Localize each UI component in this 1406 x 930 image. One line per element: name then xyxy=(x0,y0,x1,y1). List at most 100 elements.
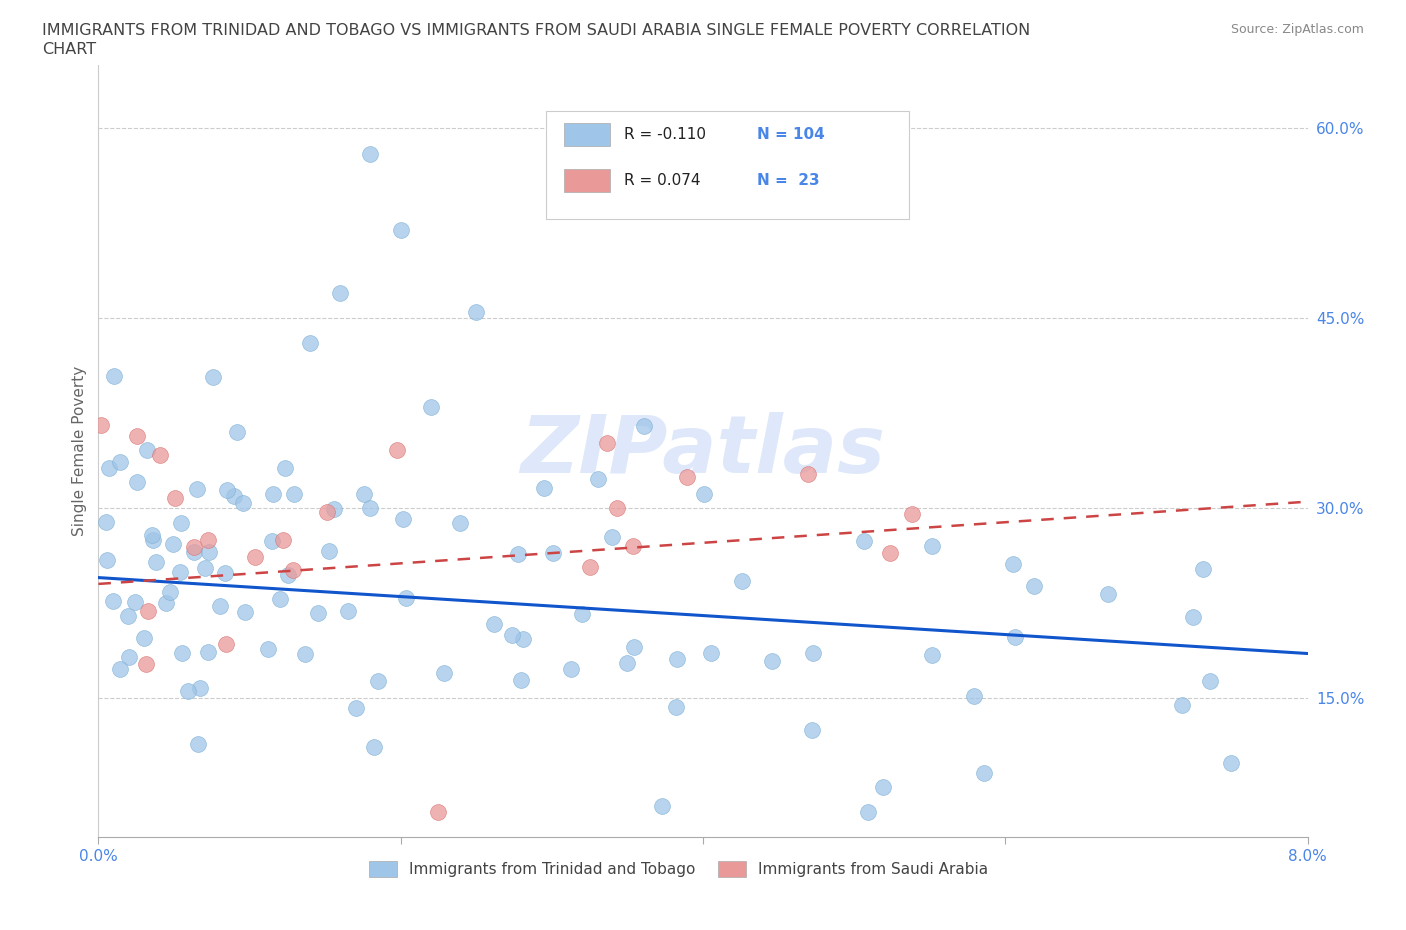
Point xyxy=(141,528,163,543)
Point xyxy=(506,547,529,562)
Text: ZIPatlas: ZIPatlas xyxy=(520,412,886,490)
Point xyxy=(1192,561,1215,576)
Point xyxy=(233,604,256,619)
Point xyxy=(186,737,208,751)
Point xyxy=(186,482,208,497)
Point xyxy=(602,530,624,545)
Point xyxy=(145,555,167,570)
Point xyxy=(98,460,121,475)
Point xyxy=(797,467,820,482)
Point xyxy=(700,645,723,660)
Point xyxy=(852,534,875,549)
Point xyxy=(921,538,943,553)
Point xyxy=(1181,609,1204,624)
Point xyxy=(973,766,995,781)
Point xyxy=(103,368,125,383)
Point xyxy=(1220,755,1243,770)
Point xyxy=(353,486,375,501)
Point xyxy=(103,593,125,608)
Point xyxy=(269,592,291,607)
Point xyxy=(226,424,249,439)
Text: IMMIGRANTS FROM TRINIDAD AND TOBAGO VS IMMIGRANTS FROM SAUDI ARABIA SINGLE FEMAL: IMMIGRANTS FROM TRINIDAD AND TOBAGO VS I… xyxy=(42,23,1031,38)
Y-axis label: Single Female Poverty: Single Female Poverty xyxy=(72,365,87,537)
Point xyxy=(125,474,148,489)
Point xyxy=(177,684,200,698)
Point xyxy=(616,656,638,671)
Text: Source: ZipAtlas.com: Source: ZipAtlas.com xyxy=(1230,23,1364,36)
Point xyxy=(90,418,112,432)
Point xyxy=(96,514,118,529)
Point xyxy=(136,443,159,458)
Point xyxy=(633,418,655,433)
Point xyxy=(118,650,141,665)
Point xyxy=(299,336,322,351)
Point xyxy=(1001,556,1024,571)
Point xyxy=(224,488,246,503)
Point xyxy=(1004,630,1026,644)
Point xyxy=(201,370,224,385)
Point xyxy=(395,591,418,605)
Point xyxy=(579,560,602,575)
Point xyxy=(665,651,688,666)
Point xyxy=(188,681,211,696)
Point xyxy=(277,567,299,582)
Point xyxy=(318,543,340,558)
Point xyxy=(127,429,149,444)
Legend: Immigrants from Trinidad and Tobago, Immigrants from Saudi Arabia: Immigrants from Trinidad and Tobago, Imm… xyxy=(363,856,994,884)
Point xyxy=(571,606,593,621)
Point xyxy=(96,552,118,567)
Point xyxy=(323,501,346,516)
Point xyxy=(363,739,385,754)
Point xyxy=(162,537,184,551)
Point xyxy=(135,657,157,671)
Point xyxy=(606,501,628,516)
Point xyxy=(963,689,986,704)
Point xyxy=(232,496,254,511)
Text: N = 104: N = 104 xyxy=(758,127,825,142)
Point xyxy=(214,636,236,651)
Point xyxy=(693,486,716,501)
Point xyxy=(1097,586,1119,601)
Point xyxy=(307,605,329,620)
Point xyxy=(217,483,239,498)
Point xyxy=(665,699,688,714)
Point xyxy=(197,532,219,547)
Point xyxy=(117,608,139,623)
Point xyxy=(170,515,193,530)
FancyBboxPatch shape xyxy=(546,112,908,219)
Point xyxy=(879,546,901,561)
Point xyxy=(243,550,266,565)
Point xyxy=(159,585,181,600)
Point xyxy=(676,470,699,485)
Point xyxy=(392,512,415,526)
Point xyxy=(560,661,582,676)
Point xyxy=(124,595,146,610)
Bar xyxy=(564,169,610,193)
Point xyxy=(1171,698,1194,712)
Point xyxy=(337,604,360,618)
Point xyxy=(197,644,219,659)
Point xyxy=(165,491,187,506)
Point xyxy=(465,304,488,319)
Point xyxy=(183,544,205,559)
Point xyxy=(420,399,443,414)
Point xyxy=(149,448,172,463)
Point xyxy=(426,804,449,819)
Point xyxy=(262,533,284,548)
Point xyxy=(108,455,131,470)
Point xyxy=(273,461,295,476)
Text: CHART: CHART xyxy=(42,42,96,57)
Point xyxy=(198,544,221,559)
Point xyxy=(367,673,389,688)
Point xyxy=(170,645,193,660)
Text: R = 0.074: R = 0.074 xyxy=(624,173,702,189)
Point xyxy=(183,539,205,554)
Point xyxy=(761,653,783,668)
Point xyxy=(138,604,160,618)
Point xyxy=(344,700,367,715)
Point xyxy=(533,481,555,496)
Point xyxy=(108,661,131,676)
Point xyxy=(509,672,531,687)
Point xyxy=(283,486,305,501)
Point xyxy=(541,545,564,560)
